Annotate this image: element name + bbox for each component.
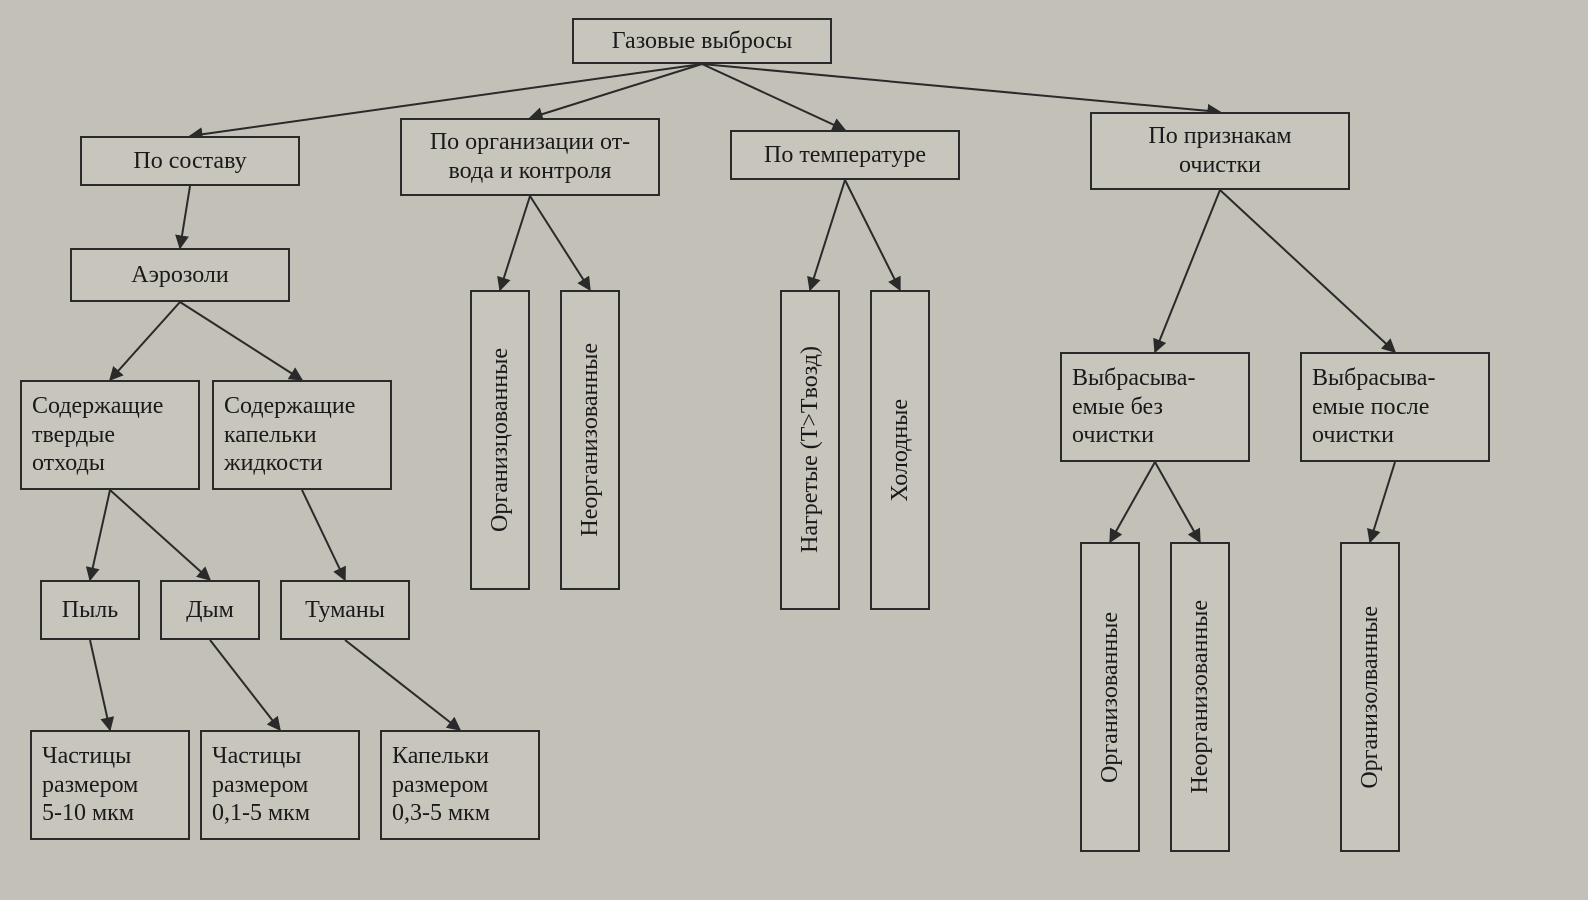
node-fog: Туманы xyxy=(280,580,410,640)
node-label: Частицыразмером5-10 мкм xyxy=(42,742,138,828)
node-label: По составу xyxy=(133,147,246,176)
edge-by_comp-aerosols xyxy=(180,186,190,248)
node-by_org: По организации от-вода и контроля xyxy=(400,118,660,196)
edge-aerosols-solid xyxy=(110,302,180,380)
node-label: Аэрозоли xyxy=(131,261,228,290)
edge-root-by_temp xyxy=(702,64,845,130)
edge-solid-dust xyxy=(90,490,110,580)
edge-by_clean-after xyxy=(1220,190,1395,352)
node-label: Организцованные xyxy=(487,348,514,532)
edge-root-by_clean xyxy=(702,64,1220,112)
edge-root-by_org xyxy=(530,64,702,118)
node-label: Содержащиетвердыеотходы xyxy=(32,392,163,478)
edge-without-neorg2 xyxy=(1155,462,1200,542)
edge-smoke-p01_5 xyxy=(210,640,280,730)
node-org1: Организцованные xyxy=(470,290,530,590)
edge-without-org2 xyxy=(1110,462,1155,542)
node-label: По температуре xyxy=(764,141,926,170)
edge-by_org-neorg1 xyxy=(530,196,590,290)
edge-solid-smoke xyxy=(110,490,210,580)
node-label: Капелькиразмером0,3-5 мкм xyxy=(392,742,490,828)
node-by_clean: По признакамочистки xyxy=(1090,112,1350,190)
edge-liquid-fog xyxy=(302,490,345,580)
node-p01_5: Частицыразмером0,1-5 мкм xyxy=(200,730,360,840)
node-label: Содержащиекапелькижидкости xyxy=(224,392,355,478)
diagram-canvas: Газовые выбросы По составу По организации … xyxy=(0,0,1588,900)
node-org2: Организованные xyxy=(1080,542,1140,852)
node-neorg2: Неорганизованные xyxy=(1170,542,1230,852)
node-label: Газовые выбросы xyxy=(612,27,792,56)
node-cold: Холодные xyxy=(870,290,930,610)
edge-aerosols-liquid xyxy=(180,302,302,380)
node-label: Выбрасыва-емые безочистки xyxy=(1072,364,1195,450)
node-dust: Пыль xyxy=(40,580,140,640)
node-label: Выбрасыва-емые послеочистки xyxy=(1312,364,1435,450)
edge-by_temp-cold xyxy=(845,180,900,290)
node-after: Выбрасыва-емые послеочистки xyxy=(1300,352,1490,462)
node-label: Неорганизованные xyxy=(1187,600,1214,794)
node-without: Выбрасыва-емые безочистки xyxy=(1060,352,1250,462)
node-root: Газовые выбросы xyxy=(572,18,832,64)
edge-fog-k03_5 xyxy=(345,640,460,730)
edge-after-org3 xyxy=(1370,462,1395,542)
node-label: По организации от-вода и контроля xyxy=(430,128,630,186)
node-label: Дым xyxy=(186,596,234,625)
node-p5_10: Частицыразмером5-10 мкм xyxy=(30,730,190,840)
node-by_comp: По составу xyxy=(80,136,300,186)
edge-by_temp-hot xyxy=(810,180,845,290)
node-hot: Нагретые (T>Tвозд) xyxy=(780,290,840,610)
node-label: Холодные xyxy=(887,399,914,502)
node-org3: Организолванные xyxy=(1340,542,1400,852)
node-label: Пыль xyxy=(62,596,118,625)
node-label: Неорганизованные xyxy=(577,343,604,537)
node-liquid: Содержащиекапелькижидкости xyxy=(212,380,392,490)
node-label: Организованные xyxy=(1097,612,1124,783)
node-label: Организолванные xyxy=(1357,606,1384,789)
node-neorg1: Неорганизованные xyxy=(560,290,620,590)
node-solid: Содержащиетвердыеотходы xyxy=(20,380,200,490)
node-aerosols: Аэрозоли xyxy=(70,248,290,302)
edge-by_org-org1 xyxy=(500,196,530,290)
node-smoke: Дым xyxy=(160,580,260,640)
node-label: Туманы xyxy=(305,596,385,625)
node-k03_5: Капелькиразмером0,3-5 мкм xyxy=(380,730,540,840)
edge-dust-p5_10 xyxy=(90,640,110,730)
node-label: Частицыразмером0,1-5 мкм xyxy=(212,742,310,828)
node-by_temp: По температуре xyxy=(730,130,960,180)
edge-by_clean-without xyxy=(1155,190,1220,352)
node-label: Нагретые (T>Tвозд) xyxy=(797,346,824,553)
node-label: По признакамочистки xyxy=(1148,122,1291,180)
